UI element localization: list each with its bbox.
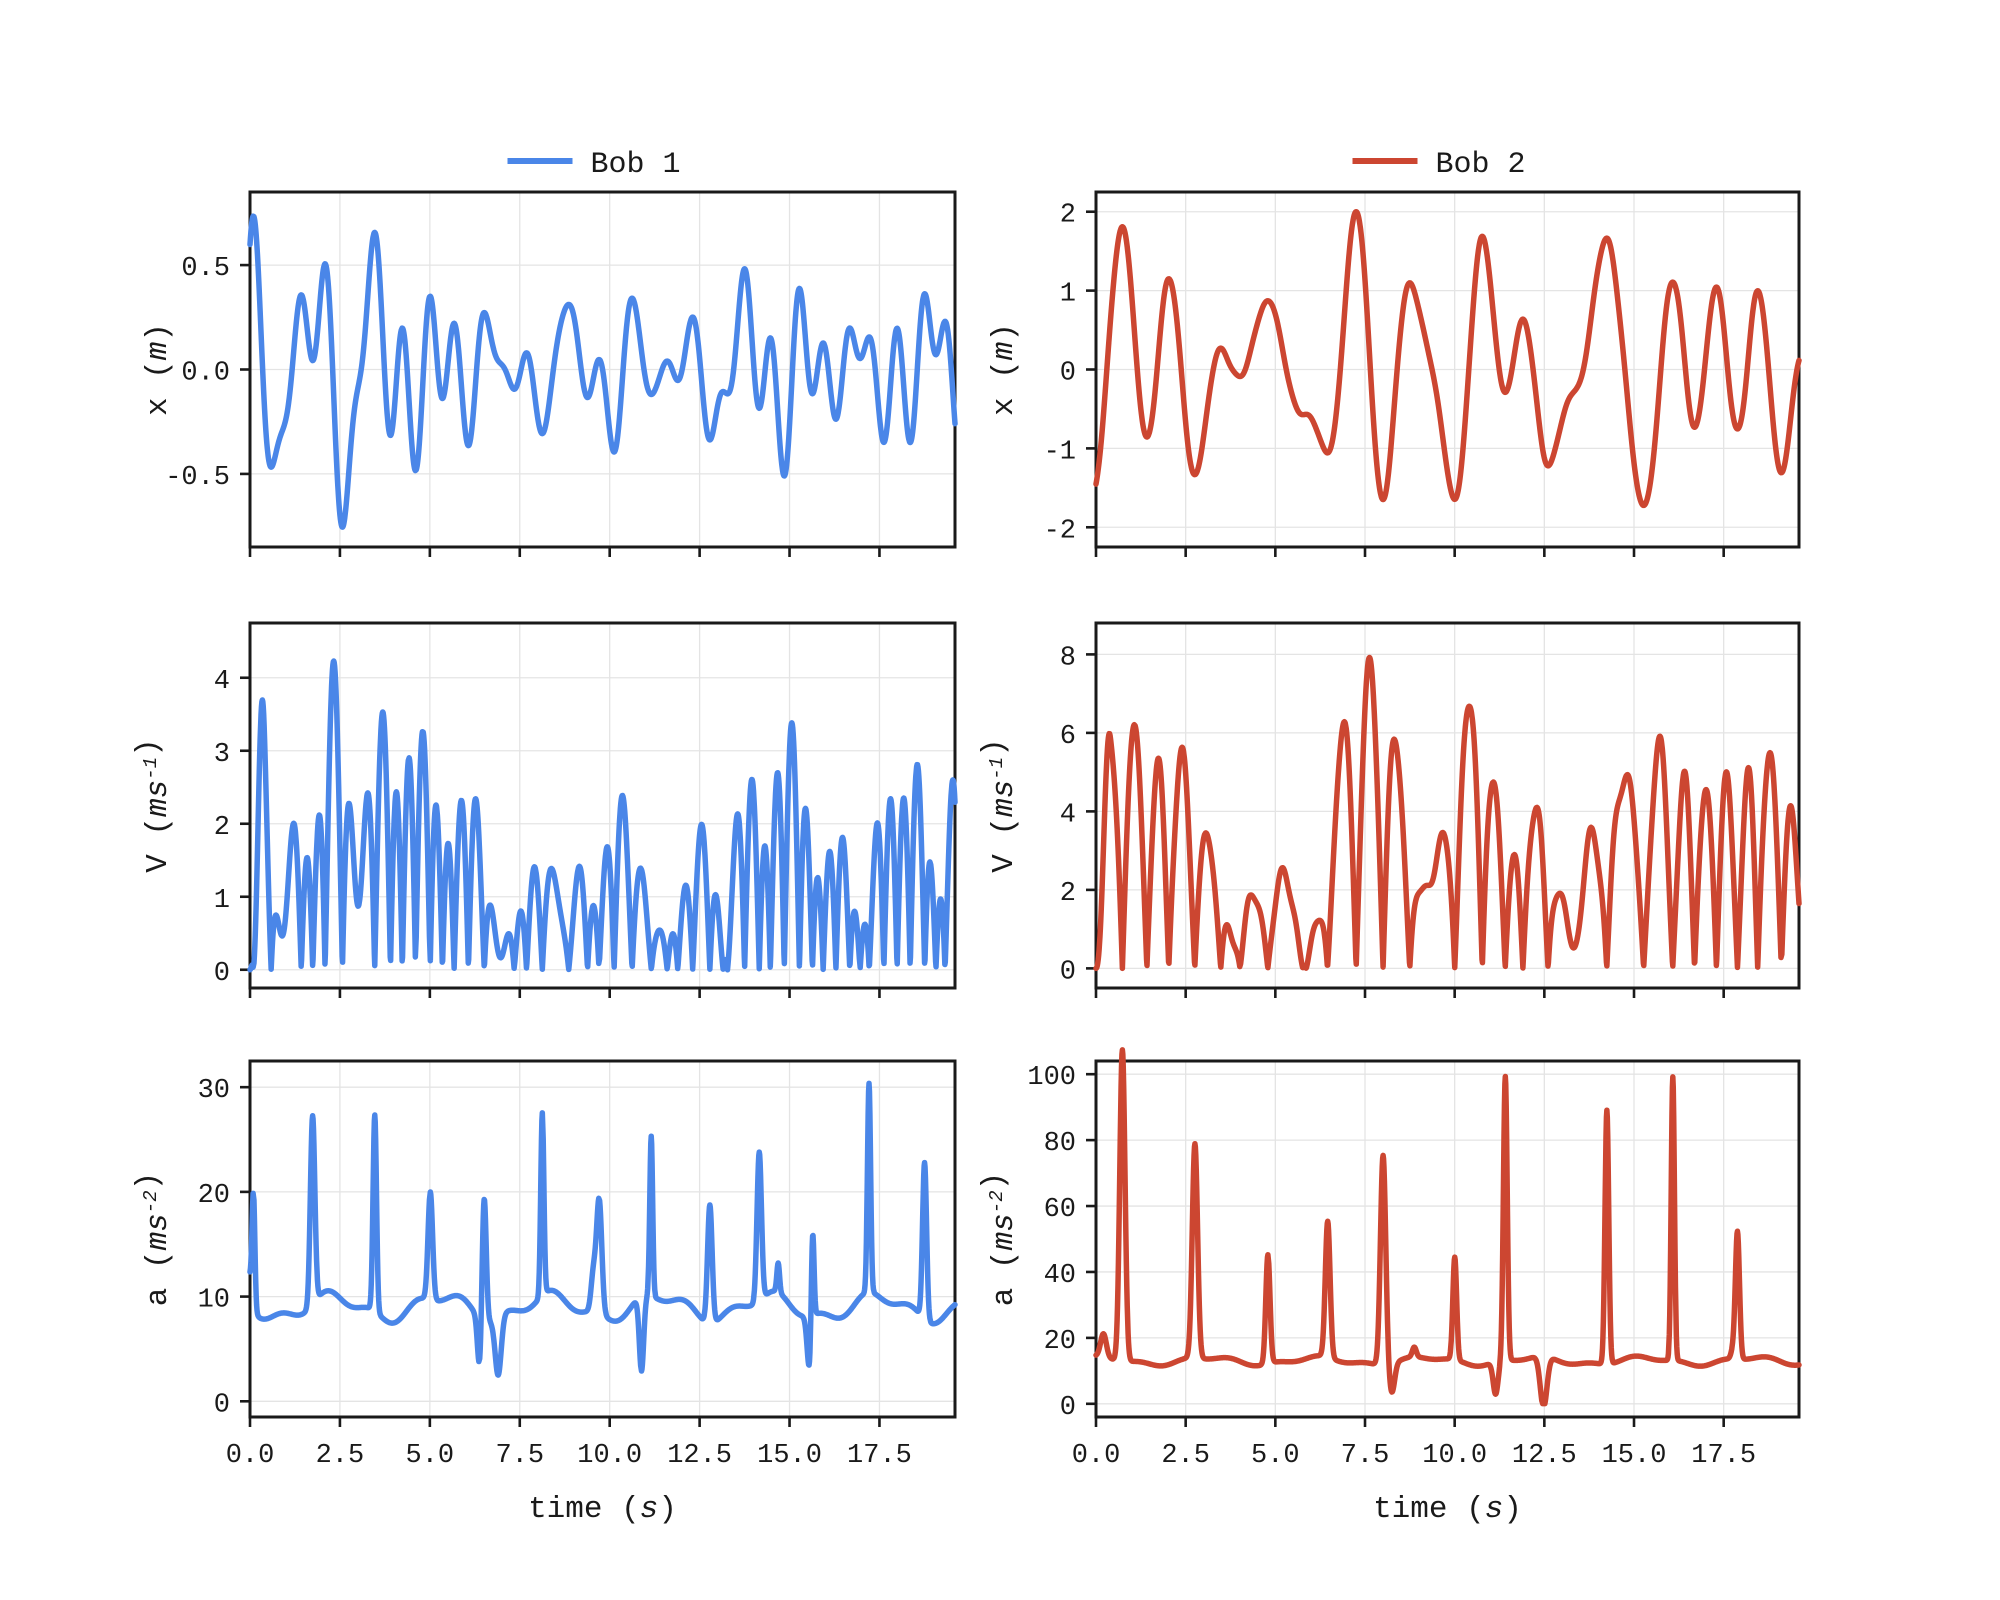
svg-text:-0.5: -0.5 <box>165 463 230 493</box>
svg-text:6: 6 <box>1060 722 1076 752</box>
svg-text:0.0: 0.0 <box>1072 1441 1121 1471</box>
svg-text:100: 100 <box>1027 1063 1076 1093</box>
svg-text:0: 0 <box>214 959 230 989</box>
svg-text:80: 80 <box>1044 1129 1076 1159</box>
svg-text:20: 20 <box>198 1181 230 1211</box>
svg-text:-2: -2 <box>1044 516 1076 546</box>
svg-text:2: 2 <box>1060 879 1076 909</box>
svg-text:4: 4 <box>214 667 230 697</box>
svg-text:3: 3 <box>214 740 230 770</box>
svg-text:40: 40 <box>1044 1261 1076 1291</box>
svg-text:4: 4 <box>1060 800 1076 830</box>
svg-text:15.0: 15.0 <box>1602 1441 1667 1471</box>
svg-text:2.5: 2.5 <box>316 1441 365 1471</box>
svg-text:1: 1 <box>1060 280 1076 310</box>
svg-text:-1: -1 <box>1044 437 1076 467</box>
svg-text:20: 20 <box>1044 1327 1076 1357</box>
svg-text:Bob 2: Bob 2 <box>1436 148 1526 182</box>
svg-text:1: 1 <box>214 886 230 916</box>
svg-text:60: 60 <box>1044 1195 1076 1225</box>
svg-text:7.5: 7.5 <box>495 1441 544 1471</box>
svg-text:5.0: 5.0 <box>406 1441 455 1471</box>
svg-text:2: 2 <box>1060 201 1076 231</box>
svg-text:x (m): x (m) <box>987 323 1022 416</box>
svg-text:10.0: 10.0 <box>577 1441 642 1471</box>
svg-text:0: 0 <box>1060 1393 1076 1423</box>
svg-text:12.5: 12.5 <box>1512 1441 1577 1471</box>
svg-text:time (s): time (s) <box>528 1492 677 1527</box>
svg-text:15.0: 15.0 <box>757 1441 822 1471</box>
svg-text:10.0: 10.0 <box>1422 1441 1487 1471</box>
svg-text:5.0: 5.0 <box>1251 1441 1300 1471</box>
svg-text:2.5: 2.5 <box>1161 1441 1210 1471</box>
svg-text:2: 2 <box>214 813 230 843</box>
svg-text:0: 0 <box>1060 957 1076 987</box>
svg-text:Bob 1: Bob 1 <box>591 148 681 182</box>
svg-text:17.5: 17.5 <box>1691 1441 1756 1471</box>
svg-text:0.5: 0.5 <box>181 254 230 284</box>
svg-text:8: 8 <box>1060 643 1076 673</box>
svg-text:time (s): time (s) <box>1373 1492 1522 1527</box>
svg-text:0: 0 <box>214 1390 230 1420</box>
svg-text:x (m): x (m) <box>141 323 176 416</box>
svg-text:0: 0 <box>1060 359 1076 389</box>
svg-text:10: 10 <box>198 1286 230 1316</box>
svg-text:17.5: 17.5 <box>847 1441 912 1471</box>
svg-text:30: 30 <box>198 1076 230 1106</box>
svg-text:12.5: 12.5 <box>667 1441 732 1471</box>
svg-text:7.5: 7.5 <box>1341 1441 1390 1471</box>
svg-text:0.0: 0.0 <box>226 1441 275 1471</box>
svg-text:0.0: 0.0 <box>181 359 230 389</box>
